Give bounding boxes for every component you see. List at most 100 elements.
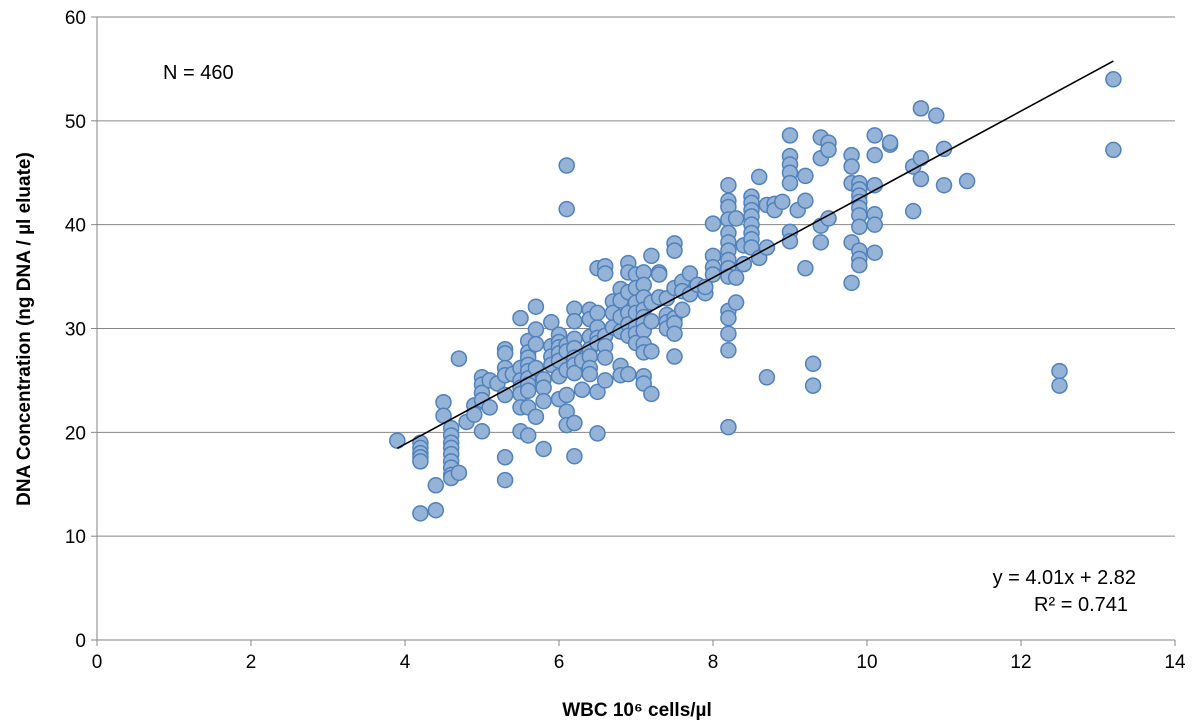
data-point-62 bbox=[527, 408, 545, 426]
x-tick-label-4: 4 bbox=[400, 652, 411, 673]
data-point-195 bbox=[720, 342, 737, 359]
data-point-196 bbox=[720, 418, 737, 436]
data-point-198 bbox=[727, 269, 745, 286]
data-point-38 bbox=[496, 449, 514, 466]
data-point-168 bbox=[666, 325, 683, 342]
data-point-239 bbox=[843, 158, 860, 175]
data-point-58 bbox=[527, 298, 545, 315]
data-point-110 bbox=[589, 425, 606, 442]
data-point-260 bbox=[881, 134, 899, 151]
data-point-155 bbox=[643, 385, 660, 403]
data-point-271 bbox=[1051, 377, 1068, 394]
data-point-8 bbox=[427, 477, 445, 494]
data-point-29 bbox=[473, 423, 491, 440]
data-point-228 bbox=[797, 260, 814, 277]
data-point-5 bbox=[412, 453, 429, 470]
data-point-272 bbox=[1105, 71, 1122, 88]
trendline bbox=[396, 60, 1114, 450]
data-point-30 bbox=[481, 399, 498, 416]
data-point-253 bbox=[866, 127, 883, 144]
data-point-96 bbox=[573, 381, 591, 399]
data-point-254 bbox=[866, 146, 883, 164]
equation-label: y = 4.01x + 2.82 bbox=[993, 567, 1136, 589]
data-point-263 bbox=[912, 100, 930, 117]
data-point-218 bbox=[781, 127, 799, 144]
data-point-182 bbox=[720, 176, 737, 194]
n-label: N = 460 bbox=[163, 62, 234, 84]
data-point-112 bbox=[596, 265, 614, 282]
data-point-164 bbox=[666, 242, 683, 259]
x-axis-title: WBC 10⁶ cells/µl bbox=[562, 700, 712, 721]
data-point-222 bbox=[781, 174, 799, 192]
data-point-21 bbox=[450, 350, 468, 367]
data-point-59 bbox=[527, 321, 545, 338]
data-point-213 bbox=[758, 239, 776, 256]
data-point-264 bbox=[912, 149, 930, 167]
data-point-249 bbox=[851, 218, 868, 235]
x-tick-label-12: 12 bbox=[1010, 652, 1031, 673]
trendline-layer bbox=[396, 60, 1114, 450]
data-point-229 bbox=[804, 355, 822, 373]
axes bbox=[91, 16, 1176, 646]
data-point-78 bbox=[558, 157, 575, 174]
data-point-103 bbox=[581, 365, 599, 383]
data-point-6 bbox=[412, 505, 429, 522]
data-point-154 bbox=[643, 343, 660, 360]
data-point-66 bbox=[535, 440, 552, 458]
x-tick-label-0: 0 bbox=[92, 652, 103, 673]
data-point-67 bbox=[543, 314, 560, 331]
data-point-234 bbox=[812, 234, 830, 251]
y-tick-label-20: 20 bbox=[65, 423, 86, 444]
data-point-214 bbox=[758, 369, 776, 386]
data-point-169 bbox=[666, 348, 683, 365]
data-point-242 bbox=[843, 274, 860, 292]
data-point-257 bbox=[866, 216, 883, 233]
data-point-252 bbox=[851, 256, 868, 274]
data-point-34 bbox=[496, 345, 514, 362]
data-point-194 bbox=[720, 325, 737, 342]
x-tick-label-2: 2 bbox=[246, 652, 257, 673]
data-point-210 bbox=[750, 168, 768, 186]
data-point-157 bbox=[650, 266, 668, 283]
data-point-55 bbox=[519, 382, 537, 400]
data-point-79 bbox=[558, 200, 575, 218]
data-point-265 bbox=[912, 170, 930, 188]
data-point-217 bbox=[774, 193, 791, 211]
data-point-132 bbox=[620, 365, 637, 383]
data-point-227 bbox=[797, 192, 814, 210]
y-tick-label-60: 60 bbox=[65, 8, 86, 29]
data-point-269 bbox=[958, 172, 976, 190]
r-squared-label: R² = 0.741 bbox=[1034, 594, 1128, 616]
data-point-193 bbox=[720, 309, 737, 327]
data-point-270 bbox=[1051, 362, 1068, 380]
y-tick-label-40: 40 bbox=[65, 216, 86, 237]
x-tick-label-14: 14 bbox=[1164, 652, 1186, 673]
data-point-153 bbox=[643, 312, 660, 330]
data-point-151 bbox=[643, 247, 660, 265]
data-point-116 bbox=[596, 372, 614, 389]
data-point-115 bbox=[596, 349, 614, 366]
data-point-39 bbox=[496, 471, 514, 489]
data-point-226 bbox=[797, 167, 814, 185]
data-point-173 bbox=[681, 265, 699, 282]
data-point-199 bbox=[727, 294, 745, 311]
x-tick-label-10: 10 bbox=[856, 652, 877, 673]
tick-labels: 0 10 20 30 40 50 60 0 2 4 6 8 10 12 14 bbox=[65, 8, 1186, 673]
data-point-60 bbox=[527, 335, 545, 353]
data-point-178 bbox=[704, 215, 722, 232]
y-tick-label-10: 10 bbox=[65, 527, 86, 548]
data-point-197 bbox=[727, 210, 745, 227]
y-tick-label-0: 0 bbox=[75, 631, 86, 652]
y-axis-title: DNA Concentration (ng DNA / µl eluate) bbox=[14, 152, 35, 506]
data-point-7 bbox=[427, 501, 445, 519]
y-tick-label-50: 50 bbox=[65, 112, 86, 133]
data-point-41 bbox=[512, 309, 529, 327]
data-point-172 bbox=[673, 301, 691, 319]
data-point-94 bbox=[566, 447, 583, 465]
data-point-109 bbox=[589, 383, 606, 401]
data-point-267 bbox=[935, 140, 953, 158]
data-point-236 bbox=[820, 141, 837, 159]
y-tick-label-30: 30 bbox=[65, 320, 86, 341]
